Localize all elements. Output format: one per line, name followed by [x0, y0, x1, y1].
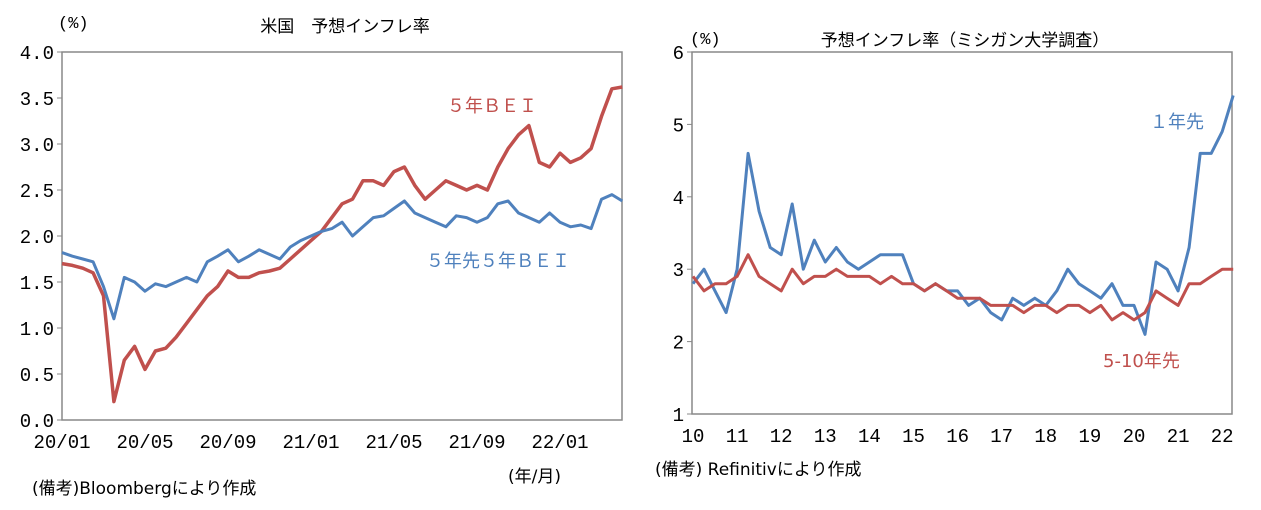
y-tick-label: 1.0	[20, 319, 54, 341]
x-tick-label: 21/09	[448, 432, 505, 454]
series-line-0	[61, 85, 623, 404]
chart-title: 予想インフレ率（ミシガン大学調査）	[821, 31, 1110, 51]
y-tick-label: 0.0	[20, 411, 54, 433]
series-line-1	[691, 253, 1234, 322]
y-tick-label: 2.5	[20, 181, 54, 203]
y-tick-label: 0.5	[20, 365, 54, 387]
series-label-5-10y: 5-10年先	[1103, 351, 1180, 372]
x-tick-label: 20	[1123, 426, 1146, 448]
y-unit-label: (%)	[690, 31, 721, 50]
x-tick-label: 12	[770, 426, 793, 448]
x-axis-label: (年/月)	[508, 467, 561, 487]
y-tick-label: 2	[673, 333, 684, 355]
x-tick-label: 21/01	[282, 432, 339, 454]
source-note: (備考) Refinitivにより作成	[655, 460, 862, 480]
x-tick-label: 14	[858, 426, 881, 448]
y-tick-label: 5	[673, 115, 684, 137]
y-tick-label: 4.0	[20, 43, 54, 65]
x-tick-label: 22/01	[531, 432, 588, 454]
x-tick-label: 15	[902, 426, 925, 448]
series-label-1y: １年先	[1150, 112, 1204, 133]
y-tick-label: 2.0	[20, 227, 54, 249]
y-tick-label: 3.0	[20, 135, 54, 157]
chart-us-inflation-expectations: 米国 予想インフレ率 (%) 0.0 0.5 1.0 1.5 2.0 2.5 3.0 3.5 4…	[20, 15, 624, 499]
y-tick-label: 3.5	[20, 89, 54, 111]
series-label-5y5y-bei: ５年先５年ＢＥＩ	[426, 251, 570, 272]
x-tick-label: 20/05	[116, 432, 173, 454]
x-tick-label: 11	[726, 426, 749, 448]
y-tick-label: 1.5	[20, 273, 54, 295]
series-line-1	[61, 193, 624, 321]
series-label-5y-bei: ５年ＢＥＩ	[447, 96, 537, 117]
plot-area	[691, 51, 1233, 415]
x-tick-label: 10	[682, 426, 705, 448]
chart-title: 米国 予想インフレ率	[260, 17, 430, 37]
y-tick-label: 1	[673, 405, 684, 427]
x-tick-label: 20/01	[33, 432, 90, 454]
y-unit-label: (%)	[58, 15, 89, 34]
x-tick-label: 18	[1034, 426, 1057, 448]
x-tick-label: 20/09	[199, 432, 256, 454]
x-tick-label: 21	[1167, 426, 1190, 448]
x-tick-label: 19	[1078, 426, 1101, 448]
x-tick-label: 13	[814, 426, 837, 448]
y-tick-label: 3	[673, 260, 684, 282]
y-tick-label: 4	[673, 188, 684, 210]
x-tick-label: 16	[946, 426, 969, 448]
x-tick-label: 17	[990, 426, 1013, 448]
x-tick-label: 21/05	[365, 432, 422, 454]
source-note: (備考)Bloombergにより作成	[32, 479, 256, 499]
x-tick-label: 22	[1211, 426, 1234, 448]
y-tick-label: 6	[673, 43, 684, 65]
